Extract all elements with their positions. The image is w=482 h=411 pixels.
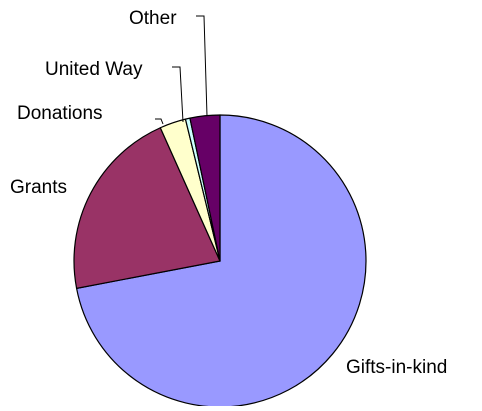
slice-label-gifts-in-kind: Gifts-in-kind	[346, 357, 447, 378]
slice-label-grants: Grants	[10, 177, 67, 198]
leader-line-other	[196, 15, 208, 117]
pie-slice-grants	[73, 127, 221, 289]
pie-slice-other	[189, 114, 221, 262]
leader-line-united-way	[172, 66, 184, 123]
slice-label-donations: Donations	[17, 103, 103, 124]
pie-slice-gifts-in-kind	[75, 114, 367, 408]
slice-label-other: Other	[129, 8, 177, 29]
labels-layer: Gifts-in-kind Grants Donations United Way Ot…	[10, 8, 447, 378]
slice-label-united-way: United Way	[45, 59, 143, 80]
leader-lines-layer	[155, 15, 208, 125]
slices-layer	[73, 114, 367, 408]
leader-line-donations	[155, 118, 164, 125]
